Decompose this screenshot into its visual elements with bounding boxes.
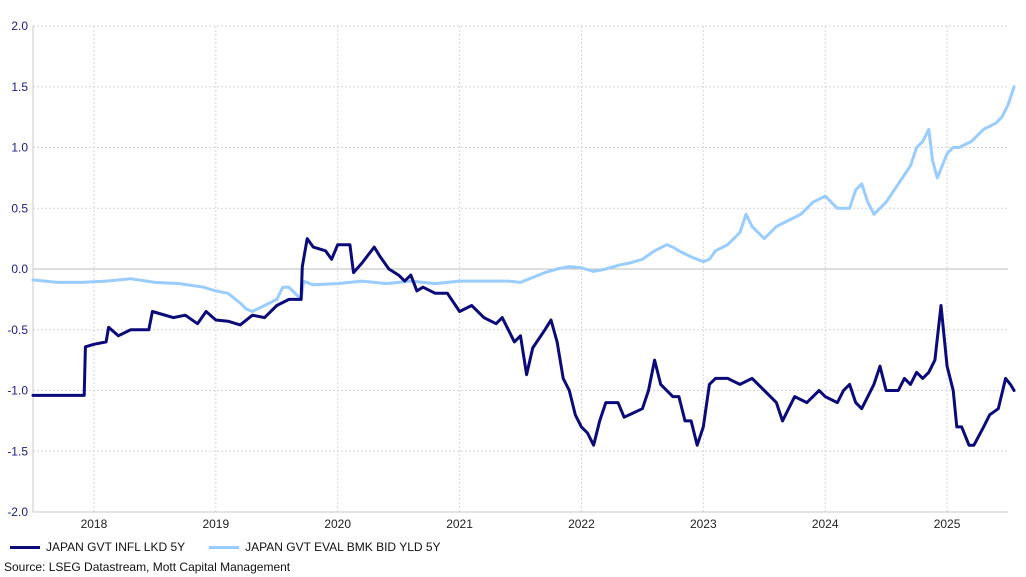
y-axis: 2.0 1.5 1.0 0.5 0.0 -0.5 -1.0 -1.5 -2.0 — [7, 19, 28, 519]
y-tick-label: 0.5 — [11, 201, 28, 215]
x-tick-label: 2025 — [934, 517, 961, 531]
legend-item-infl-linked: JAPAN GVT INFL LKD 5Y — [10, 540, 185, 554]
source-note: Source: LSEG Datastream, Mott Capital Ma… — [4, 560, 291, 574]
y-tick-label: -0.5 — [7, 323, 28, 337]
y-tick-label: -2.0 — [7, 505, 28, 519]
chart-series — [31, 85, 1016, 447]
y-tick-label: 1.0 — [11, 141, 28, 155]
x-tick-label: 2024 — [812, 517, 839, 531]
legend-label-infl-linked: JAPAN GVT INFL LKD 5Y — [46, 540, 186, 554]
x-tick-label: 2021 — [446, 517, 473, 531]
y-tick-label: 0.0 — [11, 262, 28, 276]
y-tick-label: -1.5 — [7, 444, 28, 458]
x-tick-label: 2018 — [81, 517, 108, 531]
chart-grid — [32, 25, 1008, 513]
legend-swatch-infl-linked — [10, 545, 40, 549]
x-tick-label: 2020 — [324, 517, 351, 531]
y-tick-label: 1.5 — [11, 80, 28, 94]
y-tick-label: -1.0 — [7, 384, 28, 398]
chart-legend: JAPAN GVT INFL LKD 5Y JAPAN GVT EVAL BMK… — [10, 540, 465, 554]
y-tick-label: 2.0 — [11, 19, 28, 33]
x-axis: 2018 2019 2020 2021 2022 2023 2024 2025 — [81, 517, 961, 531]
series-line-infl-linked — [31, 237, 1016, 447]
series-line-bmk-yield — [31, 85, 1016, 313]
x-tick-label: 2022 — [568, 517, 595, 531]
x-tick-label: 2023 — [690, 517, 717, 531]
legend-swatch-bmk-yield — [209, 545, 240, 549]
legend-item-bmk-yield: JAPAN GVT EVAL BMK BID YLD 5Y — [209, 540, 441, 554]
x-tick-label: 2019 — [202, 517, 229, 531]
legend-label-bmk-yield: JAPAN GVT EVAL BMK BID YLD 5Y — [245, 540, 441, 554]
